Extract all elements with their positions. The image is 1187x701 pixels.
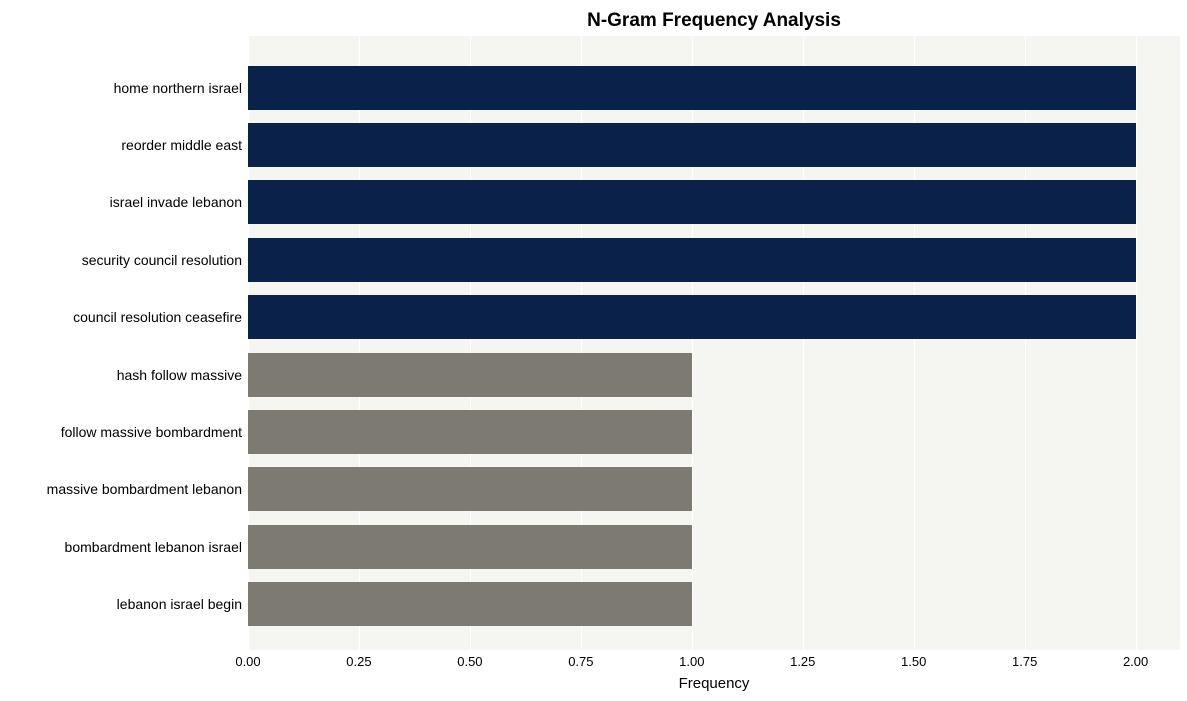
x-axis-title: Frequency xyxy=(679,675,750,692)
x-tick-label: 1.75 xyxy=(1012,654,1037,669)
x-tick-label: 1.00 xyxy=(679,654,704,669)
bar xyxy=(248,238,1136,282)
bar xyxy=(248,353,692,397)
y-category-label: reorder middle east xyxy=(121,137,242,153)
x-tick-label: 1.25 xyxy=(790,654,815,669)
bar xyxy=(248,66,1136,110)
bar xyxy=(248,467,692,511)
bar xyxy=(248,123,1136,167)
y-category-label: massive bombardment lebanon xyxy=(47,481,242,497)
x-tick-label: 0.00 xyxy=(235,654,260,669)
x-tick-label: 0.50 xyxy=(457,654,482,669)
bar xyxy=(248,295,1136,339)
x-tick-label: 0.25 xyxy=(346,654,371,669)
x-tick-label: 1.50 xyxy=(901,654,926,669)
y-category-label: israel invade lebanon xyxy=(110,194,242,210)
y-category-label: bombardment lebanon israel xyxy=(65,539,242,555)
y-category-label: security council resolution xyxy=(82,252,242,268)
bar xyxy=(248,582,692,626)
y-category-label: lebanon israel begin xyxy=(117,596,242,612)
bar xyxy=(248,525,692,569)
y-category-label: hash follow massive xyxy=(117,367,242,383)
y-category-label: home northern israel xyxy=(114,80,242,96)
plot-area xyxy=(248,36,1180,650)
gridline xyxy=(1136,36,1137,650)
ngram-chart: N-Gram Frequency Analysis Frequency 0.00… xyxy=(0,0,1187,701)
bar xyxy=(248,180,1136,224)
bar xyxy=(248,410,692,454)
chart-title: N-Gram Frequency Analysis xyxy=(587,10,841,32)
x-tick-label: 2.00 xyxy=(1123,654,1148,669)
x-tick-label: 0.75 xyxy=(568,654,593,669)
y-category-label: council resolution ceasefire xyxy=(73,309,242,325)
y-category-label: follow massive bombardment xyxy=(61,424,242,440)
